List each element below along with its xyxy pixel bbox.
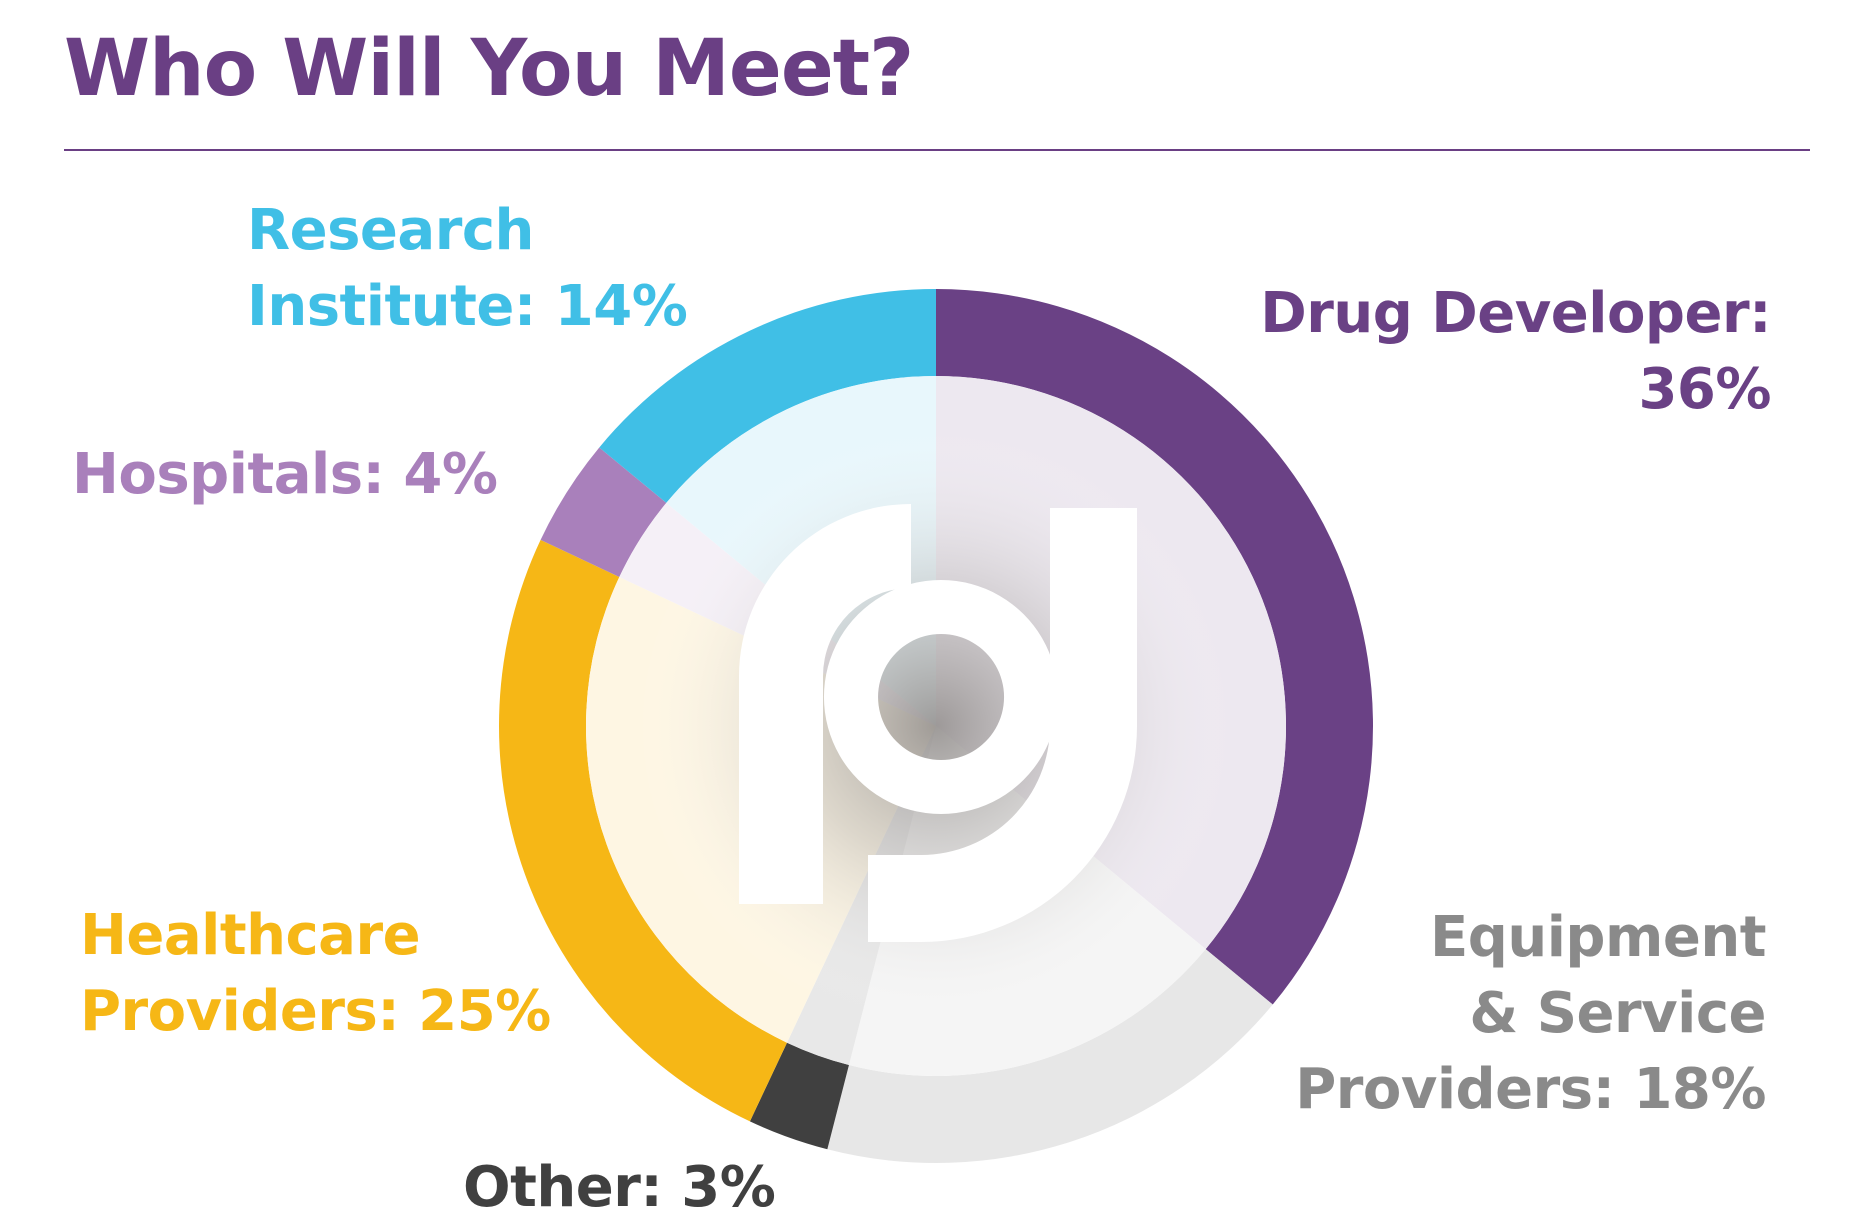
label-hospitals: Hospitals: 4% [72,437,498,513]
label-drug-line-1: Drug Developer: [1260,281,1771,346]
label-healthcare-line-1: Healthcare [80,903,421,968]
label-equipment-line-1: Equipment [1430,905,1766,970]
label-research-institute: Research Institute: 14% [247,193,688,345]
label-equipment-line-2: & Service [1469,981,1766,1046]
label-equipment-service-providers: Equipment & Service Providers: 18% [1295,900,1766,1128]
label-healthcare-providers: Healthcare Providers: 25% [80,898,551,1050]
slice-research-institute [599,289,936,503]
slice-other [749,1042,849,1150]
slice-drug-developer [936,289,1373,1005]
rd-monogram-logo-icon [739,504,1137,942]
label-other-line-1: Other: 3% [463,1155,776,1220]
label-drug-developer: Drug Developer: 36% [1260,276,1771,428]
label-other: Other: 3% [463,1150,776,1226]
label-research-line-2: Institute: 14% [247,274,688,339]
outer-ring [498,289,1373,1163]
label-research-line-1: Research [247,198,534,263]
page-title: Who Will You Meet? [64,24,914,114]
slice-healthcare-providers [498,539,787,1122]
slice-equipment-service-providers [827,949,1273,1163]
label-equipment-line-3: Providers: 18% [1295,1057,1766,1122]
label-drug-line-2: 36% [1638,357,1771,422]
slice-hospitals [540,447,667,577]
title-divider [64,149,1810,151]
label-healthcare-line-2: Providers: 25% [80,979,551,1044]
label-hospitals-line-1: Hospitals: 4% [72,442,498,507]
